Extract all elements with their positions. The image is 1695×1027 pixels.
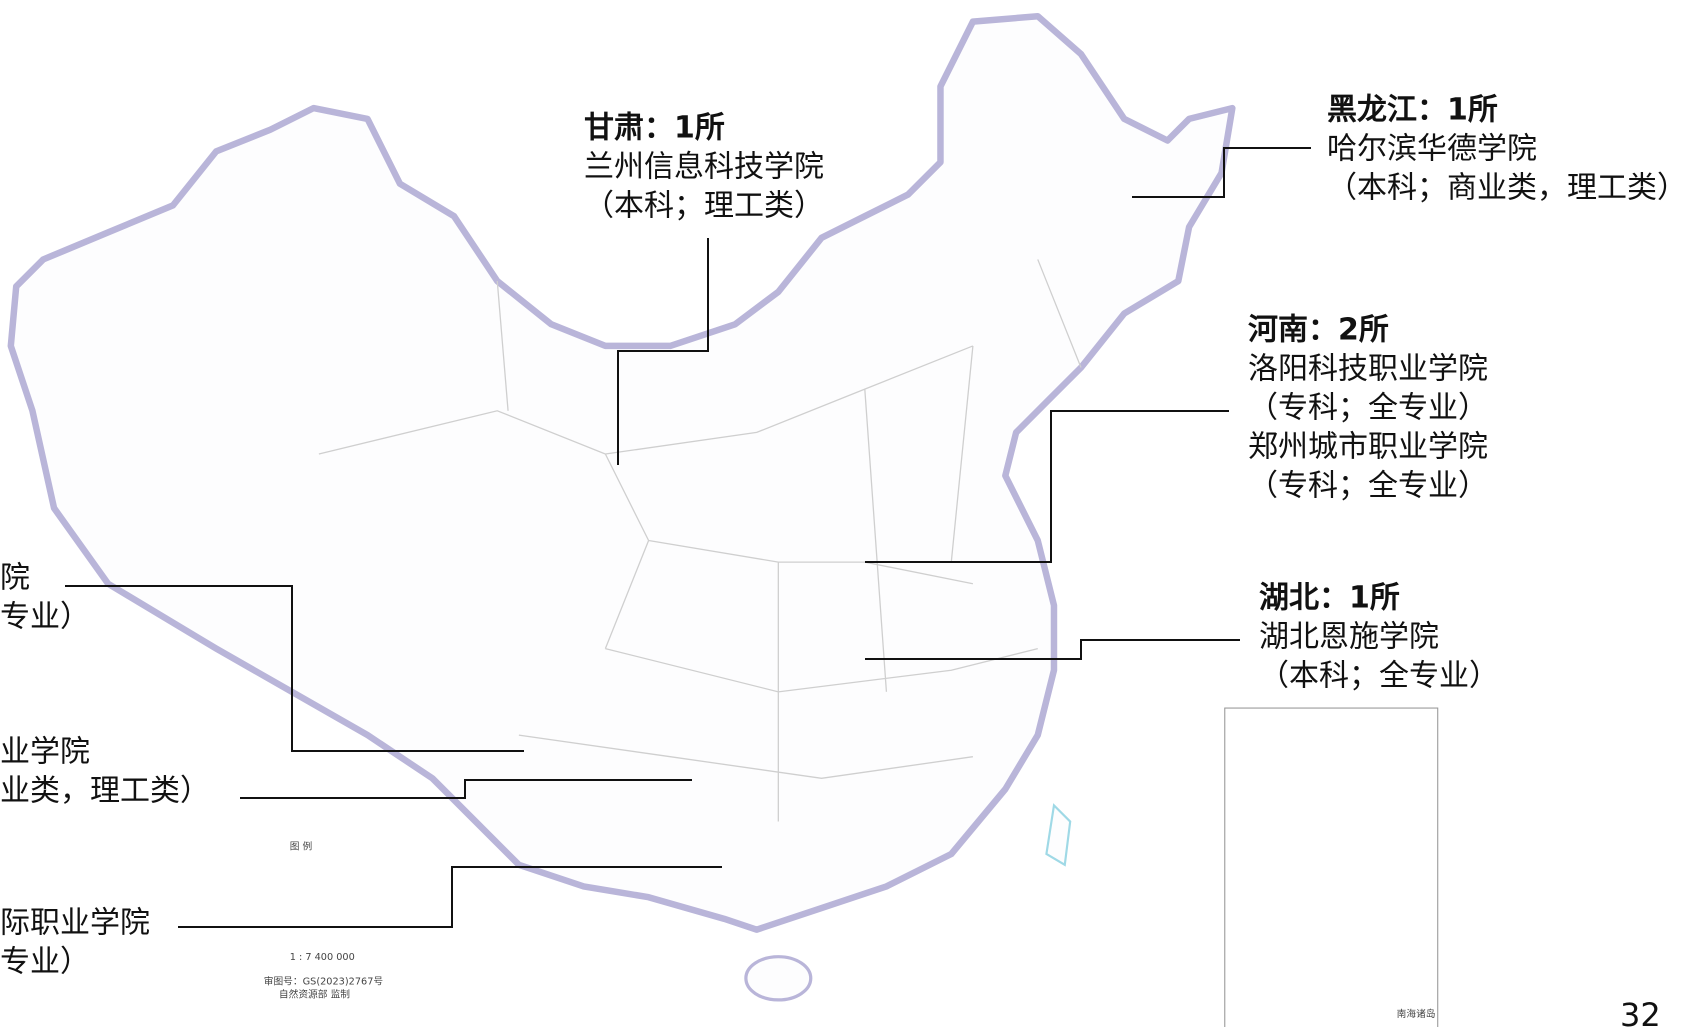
taiwan bbox=[1045, 803, 1072, 867]
cropped-callout-line: 际职业学院 bbox=[0, 906, 150, 941]
cropped-callout-line: 专业） bbox=[0, 600, 90, 635]
legend-title: 图 例 bbox=[290, 840, 313, 853]
china-outline bbox=[7, 12, 1236, 933]
callout-line: （本科；理工类） bbox=[584, 189, 824, 224]
province-borders bbox=[318, 259, 1082, 822]
callout-line: （本科；商业类，理工类） bbox=[1327, 171, 1687, 206]
callout-line: （本科；全专业） bbox=[1259, 659, 1499, 694]
legend-approval: 审图号：GS(2023)2767号 bbox=[264, 975, 384, 988]
callout-title: 黑龙江：1所 bbox=[1327, 93, 1498, 128]
callout-line: 湖北恩施学院 bbox=[1259, 620, 1439, 655]
leader-line bbox=[1132, 147, 1311, 198]
callout-title: 湖北：1所 bbox=[1259, 581, 1400, 616]
callout-line: 郑州城市职业学院 bbox=[1248, 430, 1488, 465]
leader-line bbox=[617, 238, 709, 465]
leader-line bbox=[178, 866, 722, 928]
cropped-callout-line: 院 bbox=[0, 561, 30, 596]
callout-title: 河南：2所 bbox=[1248, 313, 1389, 348]
leader-line bbox=[865, 639, 1240, 660]
legend-scale: 1 : 7 400 000 bbox=[290, 952, 355, 963]
cropped-callout-line: 业类，理工类） bbox=[0, 774, 210, 809]
leader-line bbox=[865, 410, 1229, 563]
cropped-callout-line: 业学院 bbox=[0, 735, 90, 770]
callout-title: 甘肃：1所 bbox=[584, 111, 725, 146]
callout-line: 哈尔滨华德学院 bbox=[1327, 132, 1537, 167]
map: 南海诸岛 图 例 1 : 7 400 000 审图号：GS(2023)2767号… bbox=[7, 12, 1439, 1027]
inset-label: 南海诸岛 bbox=[1397, 1007, 1436, 1020]
cropped-callout-line: 专业） bbox=[0, 945, 90, 980]
leader-line bbox=[65, 585, 524, 752]
page-number: 32 bbox=[1620, 996, 1661, 1027]
callout-line: 洛阳科技职业学院 bbox=[1248, 352, 1488, 387]
inset-frame bbox=[1224, 707, 1439, 1027]
legend-issuer: 自然资源部 监制 bbox=[279, 988, 350, 1001]
callout-line: （专科；全专业） bbox=[1248, 391, 1488, 426]
hainan bbox=[744, 955, 813, 1002]
callout-line: 兰州信息科技学院 bbox=[584, 150, 824, 185]
leader-line bbox=[240, 779, 692, 799]
callout-line: （专科；全专业） bbox=[1248, 469, 1488, 504]
